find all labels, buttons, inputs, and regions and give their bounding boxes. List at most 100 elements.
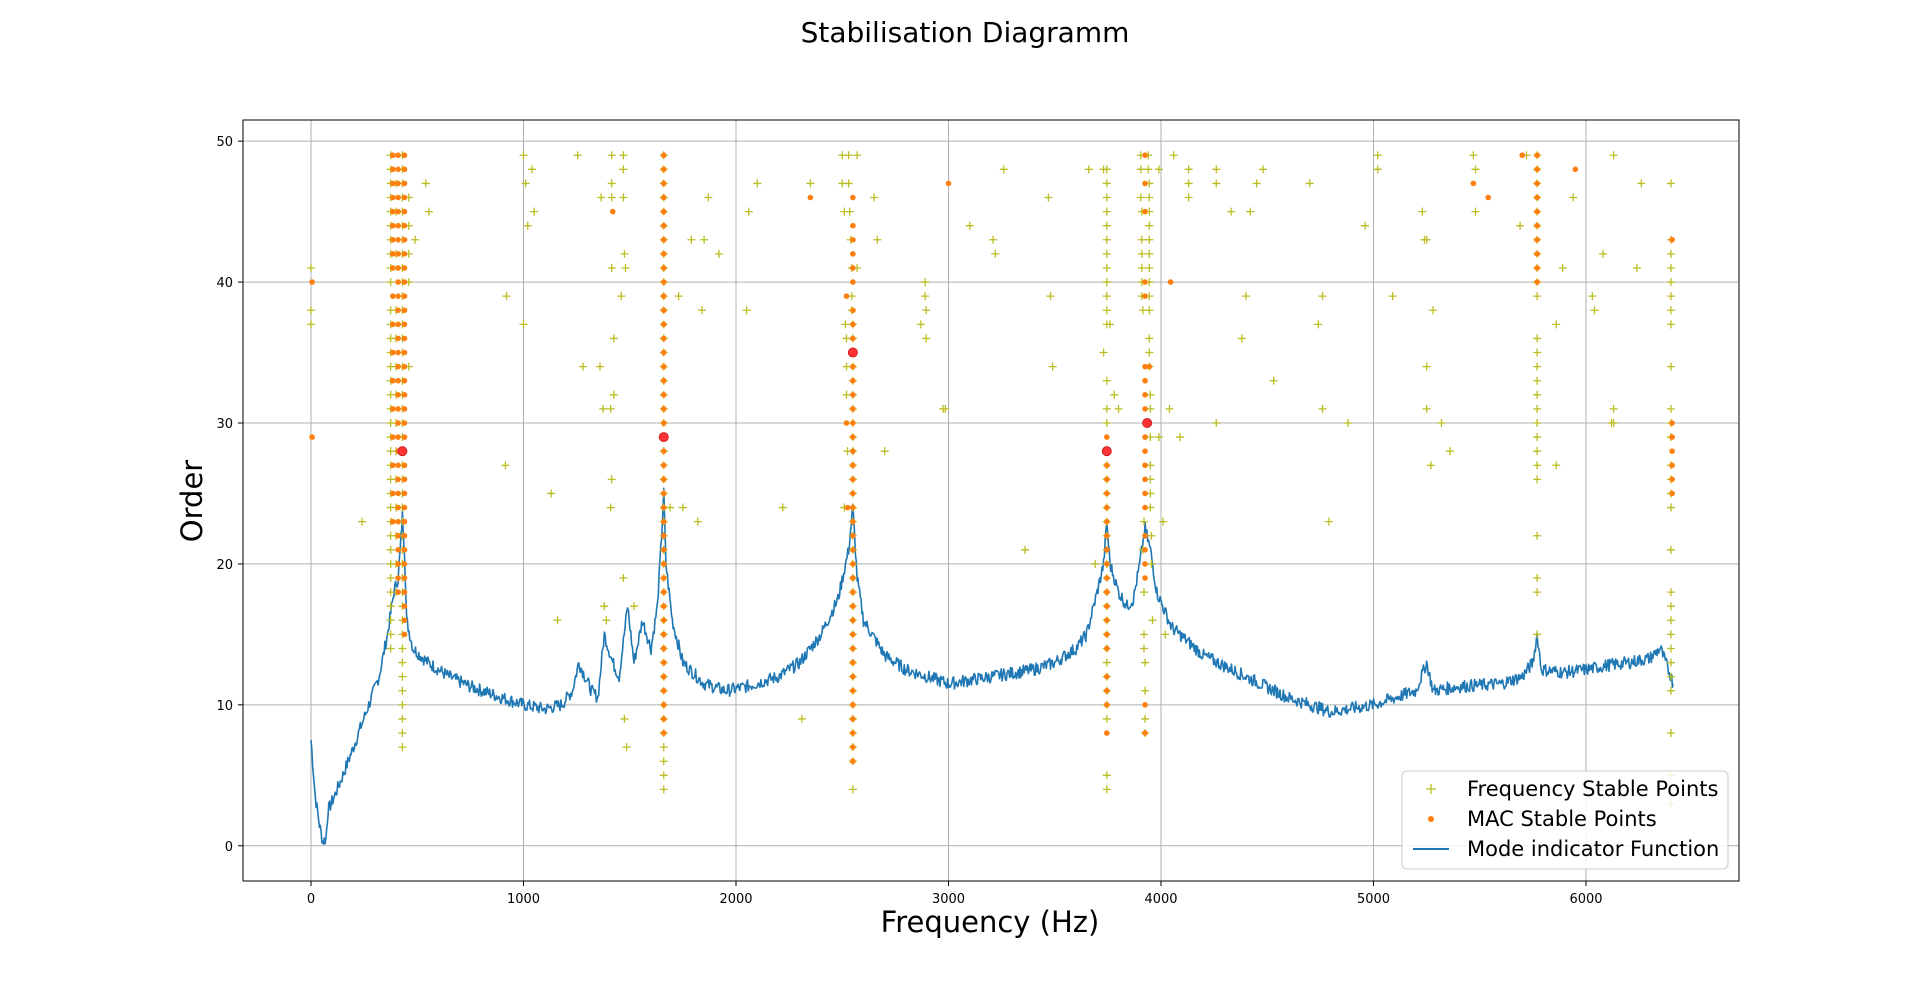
mac-stable-point	[401, 363, 408, 370]
y-tick-label: 30	[216, 417, 233, 432]
frequency-stable-point	[1533, 390, 1542, 399]
mac-stable-point	[1142, 561, 1148, 567]
frequency-stable-point	[1667, 263, 1675, 272]
mac-stable-point	[309, 279, 315, 285]
frequency-stable-point	[619, 574, 628, 583]
frequency-stable-point	[1021, 545, 1029, 554]
highlighted-mode-point	[1142, 417, 1153, 428]
mac-stable-point	[401, 420, 408, 426]
mac-stable-point	[609, 208, 616, 215]
mac-stable-point	[401, 631, 408, 638]
mac-stable-point	[850, 392, 856, 398]
frequency-stable-point	[530, 207, 539, 216]
mac-stable-point	[1534, 222, 1540, 229]
mac-stable-point	[401, 307, 408, 314]
mac-stable-point	[1669, 476, 1675, 483]
mac-stable-point	[1142, 532, 1148, 539]
frequency-stable-point	[619, 151, 628, 160]
mac-stable-point	[850, 194, 856, 201]
frequency-stable-point	[1305, 179, 1314, 188]
mac-stable-point	[1104, 490, 1110, 497]
frequency-stable-point	[553, 616, 562, 625]
frequency-stable-point	[1246, 207, 1255, 216]
mac-stable-point	[401, 532, 408, 539]
frequency-stable-point	[1667, 362, 1675, 371]
frequency-stable-point	[1667, 658, 1675, 667]
frequency-stable-point	[1667, 292, 1675, 301]
mac-stable-point	[401, 406, 408, 412]
mac-stable-point	[401, 476, 408, 483]
mac-stable-point	[850, 265, 856, 271]
mac-stable-point	[850, 589, 856, 595]
mac-stable-point	[850, 406, 856, 412]
mac-stable-point	[395, 321, 401, 328]
frequency-stable-point	[421, 179, 430, 188]
frequency-stable-point	[1137, 235, 1146, 244]
frequency-stable-point	[941, 404, 950, 413]
frequency-stable-point	[579, 362, 587, 371]
mac-stable-point	[660, 575, 667, 581]
frequency-stable-point	[1667, 278, 1675, 287]
frequency-stable-point	[523, 221, 532, 230]
frequency-stable-point	[715, 249, 723, 258]
frequency-stable-point	[1516, 221, 1525, 230]
frequency-stable-point	[1373, 165, 1382, 174]
mac-stable-point	[395, 279, 401, 285]
y-tick-label: 40	[216, 276, 233, 291]
frequency-stable-point	[398, 729, 407, 738]
frequency-stable-point	[1667, 672, 1675, 681]
mac-stable-point	[844, 504, 851, 511]
mac-stable-point	[850, 420, 856, 426]
mac-stable-point	[395, 222, 401, 229]
mac-stable-point	[390, 251, 396, 257]
frequency-stable-point	[398, 658, 407, 667]
frequency-stable-point	[1102, 376, 1111, 385]
mac-stable-point	[660, 222, 667, 229]
y-tick-label: 0	[225, 840, 233, 855]
frequency-stable-point	[1145, 334, 1154, 343]
mac-stable-point	[390, 265, 396, 271]
mac-stable-point	[401, 279, 408, 285]
frequency-stable-point	[1237, 334, 1246, 343]
mac-stable-point	[850, 335, 856, 342]
mac-stable-point	[1104, 575, 1110, 581]
y-axis-label: Order	[175, 460, 209, 542]
mac-stable-point	[395, 490, 401, 497]
frequency-stable-point	[845, 207, 854, 216]
frequency-stable-point	[1667, 306, 1675, 315]
mac-stable-point	[660, 307, 667, 314]
mac-stable-point	[1104, 617, 1110, 624]
frequency-stable-point	[1373, 151, 1382, 160]
frequency-stable-point	[1110, 390, 1119, 399]
frequency-stable-point	[528, 165, 536, 174]
frequency-stable-point	[1140, 630, 1148, 639]
frequency-stable-point	[607, 179, 616, 188]
mac-stable-point	[401, 293, 408, 299]
frequency-stable-point	[806, 179, 815, 188]
mac-stable-point	[401, 349, 408, 356]
frequency-stable-point	[307, 306, 315, 315]
frequency-stable-point	[1184, 193, 1193, 202]
mac-stable-point	[660, 166, 667, 173]
mac-stable-point	[1142, 279, 1148, 285]
mac-stable-point	[390, 194, 396, 201]
mode-indicator-line-layer	[310, 487, 1674, 845]
mac-stable-point	[395, 265, 401, 271]
mac-stable-point	[1485, 194, 1492, 201]
mac-stable-point	[395, 180, 401, 187]
mac-stable-point	[1142, 730, 1148, 736]
frequency-stable-point	[1102, 221, 1111, 230]
frequency-stable-point	[1084, 165, 1093, 174]
y-axis-ticks: 0 10 20 30 40 50	[216, 135, 243, 855]
frequency-stable-point	[1667, 644, 1675, 653]
mac-stable-point	[660, 716, 667, 722]
mac-stable-point	[395, 406, 401, 412]
mac-stable-point	[1146, 363, 1153, 370]
mac-stable-point	[660, 335, 667, 342]
frequency-stable-point	[1141, 686, 1150, 695]
mac-stable-point	[390, 349, 396, 356]
mac-stable-point	[660, 194, 667, 201]
frequency-stable-point	[386, 278, 395, 287]
mac-stable-point	[395, 518, 401, 525]
mac-stable-point	[395, 363, 401, 370]
